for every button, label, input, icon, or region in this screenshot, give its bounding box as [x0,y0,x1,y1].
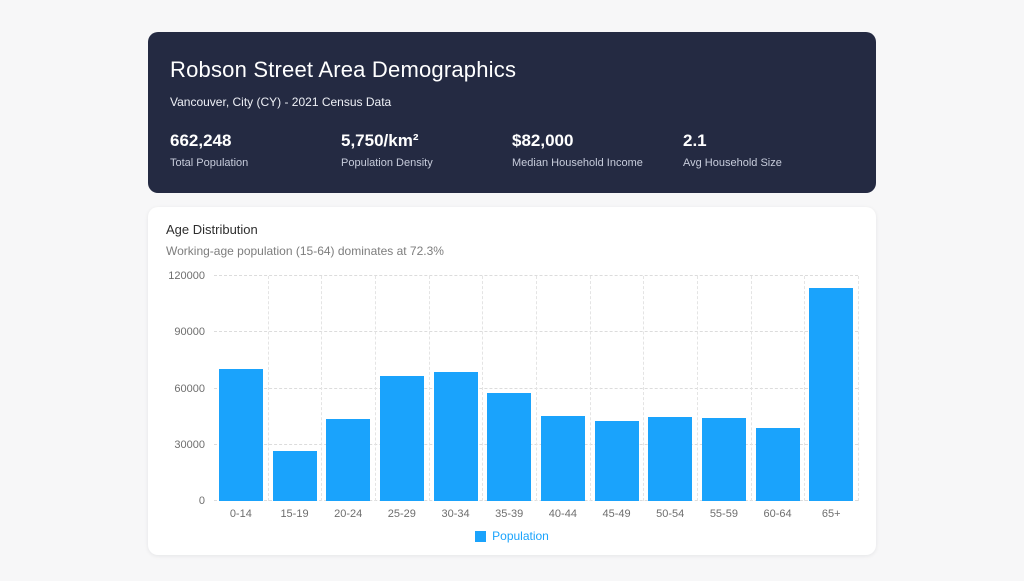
v-gridline [643,276,645,501]
bar-slot [536,276,590,501]
v-gridline [858,276,859,501]
v-gridline [750,276,752,501]
x-axis-tick-label: 15-19 [280,508,309,520]
y-axis-tick-label: 90000 [174,326,205,339]
x-axis-spacer [166,501,214,520]
x-axis-tick-label: 65+ [821,508,841,520]
stat-value: 5,750/km² [341,131,419,150]
v-gridline [589,276,591,501]
v-gridline [428,276,430,501]
bar-slot [590,276,644,501]
stat-median-income: $82,000 Median Household Income [512,131,683,169]
legend-swatch-icon [475,530,487,542]
v-gridline [267,276,269,501]
h-gridline [214,275,858,276]
y-axis: 0 30000 60000 90000 120000 [166,270,214,507]
x-axis-tick-label: 35-39 [495,508,524,520]
stat-label: Median Household Income [512,157,643,169]
stat-household-size: 2.1 Avg Household Size [683,131,854,169]
x-axis-tick-label: 0-14 [229,508,252,520]
y-axis-tick-label: 120000 [168,270,205,282]
y-axis-tick-label: 0 [198,495,205,507]
stat-label: Total Population [170,157,249,169]
y-axis-tick-label: 30000 [174,438,205,451]
chart-legend[interactable]: Population [166,529,858,543]
v-gridline [536,276,537,501]
stat-population-density: 5,750/km² Population Density [341,131,512,169]
bar-20-24[interactable] [326,419,371,501]
x-axis: 0-14 15-19 20-24 25-29 30-34 35-39 40-44 45-49 5… [166,501,858,520]
x-axis-tick-label: 45-49 [602,508,631,520]
bar-60-64[interactable] [755,427,800,501]
v-gridline [804,276,806,501]
y-axis-tick-label: 60000 [174,382,205,395]
stat-value: 662,248 [170,131,232,150]
x-axis-tick-label: 20-24 [334,508,363,520]
bar-65+[interactable] [809,288,854,501]
bar-15-19[interactable] [272,451,317,501]
stat-label: Avg Household Size [683,157,782,169]
bar-35-39[interactable] [487,393,532,501]
bar-slot [429,276,483,501]
legend-label: Population [492,529,549,543]
bar-series [214,276,858,501]
bar-slot [751,276,805,501]
bar-slot [214,276,268,501]
x-axis-tick-label: 50-54 [656,508,685,520]
bar-40-44[interactable] [540,416,585,501]
v-gridline [697,276,698,501]
stat-label: Population Density [341,157,433,169]
bar-45-49[interactable] [594,421,639,501]
bar-slot [482,276,536,501]
x-axis-tick-label: 60-64 [763,508,792,520]
x-axis-tick-label: 25-29 [387,508,416,520]
bar-0-14[interactable] [218,368,263,501]
plot-area [214,275,859,501]
chart-title: Age Distribution [166,222,258,237]
bar-slot [375,276,429,501]
x-axis-tick-label: 55-59 [709,508,738,520]
page: Robson Street Area Demographics Vancouve… [148,0,876,555]
x-axis-tick-label: 30-34 [441,508,470,520]
stat-total-population: 662,248 Total Population [170,131,341,169]
page-title: Robson Street Area Demographics [170,57,517,82]
bar-30-34[interactable] [433,371,478,501]
bar-slot [321,276,375,501]
v-gridline [375,276,376,501]
bar-slot [268,276,322,501]
bar-55-59[interactable] [701,417,746,501]
bar-slot [697,276,751,501]
v-gridline [321,276,323,501]
stat-value: $82,000 [512,131,574,150]
x-axis-labels: 0-14 15-19 20-24 25-29 30-34 35-39 40-44 45-49 5… [214,501,858,520]
page-subtitle: Vancouver, City (CY) - 2021 Census Data [170,95,392,109]
age-distribution-card: Age Distribution Working-age population … [148,207,876,555]
age-distribution-chart: 0 30000 60000 90000 120000 [166,270,859,507]
bar-50-54[interactable] [648,416,693,501]
v-gridline [482,276,484,501]
bar-slot [804,276,858,501]
bar-25-29[interactable] [379,375,424,501]
chart-subtitle: Working-age population (15-64) dominates… [166,244,444,258]
stats-row: 662,248 Total Population 5,750/km² Popul… [170,131,854,169]
x-axis-tick-label: 40-44 [548,508,577,520]
demographics-summary-card: Robson Street Area Demographics Vancouve… [148,32,876,193]
stat-value: 2.1 [683,131,707,150]
bar-slot [643,276,697,501]
